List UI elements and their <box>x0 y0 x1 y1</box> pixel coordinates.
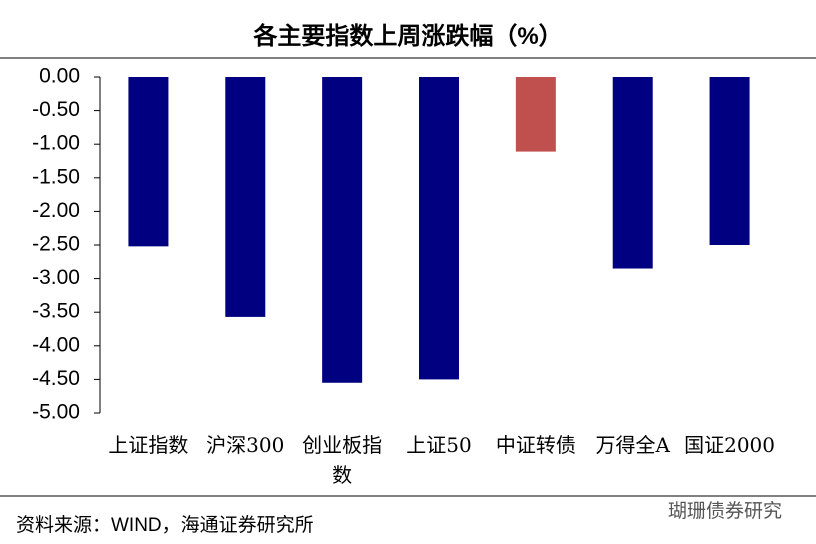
bar <box>515 77 556 152</box>
x-tick-label: 上证50 <box>406 433 472 457</box>
chart-title: 各主要指数上周涨跌幅（%） <box>253 23 563 50</box>
y-tick-label: -5.00 <box>32 401 80 424</box>
x-tick-label: 中证转债 <box>495 433 576 457</box>
y-tick-label: -4.50 <box>32 367 80 390</box>
y-tick-label: -3.00 <box>32 266 80 289</box>
bar <box>225 77 266 317</box>
bar <box>419 77 459 380</box>
y-tick-label: 0.00 <box>39 65 80 88</box>
x-tick-label: 上证指数 <box>108 433 189 457</box>
bar <box>612 77 653 269</box>
source-note: 资料来源：WIND，海通证券研究所 <box>16 515 314 536</box>
watermark: 瑚珊债券研究 <box>668 501 783 522</box>
bar <box>128 77 169 247</box>
y-tick-label: -1.00 <box>32 132 80 155</box>
y-tick-label: -2.00 <box>32 199 80 222</box>
y-tick-label: -3.50 <box>32 300 80 323</box>
x-tick-label: 创业板指数 <box>302 433 383 487</box>
x-tick-label: 万得全A <box>595 433 670 457</box>
x-tick-label: 国证2000 <box>684 433 776 457</box>
bar <box>709 77 750 245</box>
y-tick-label: -2.50 <box>32 233 80 256</box>
y-tick-label: -1.50 <box>32 165 80 188</box>
y-tick-label: -0.50 <box>32 98 80 121</box>
x-tick-label: 沪深300 <box>206 433 285 457</box>
bar <box>322 77 363 383</box>
y-tick-label: -4.00 <box>32 333 80 356</box>
